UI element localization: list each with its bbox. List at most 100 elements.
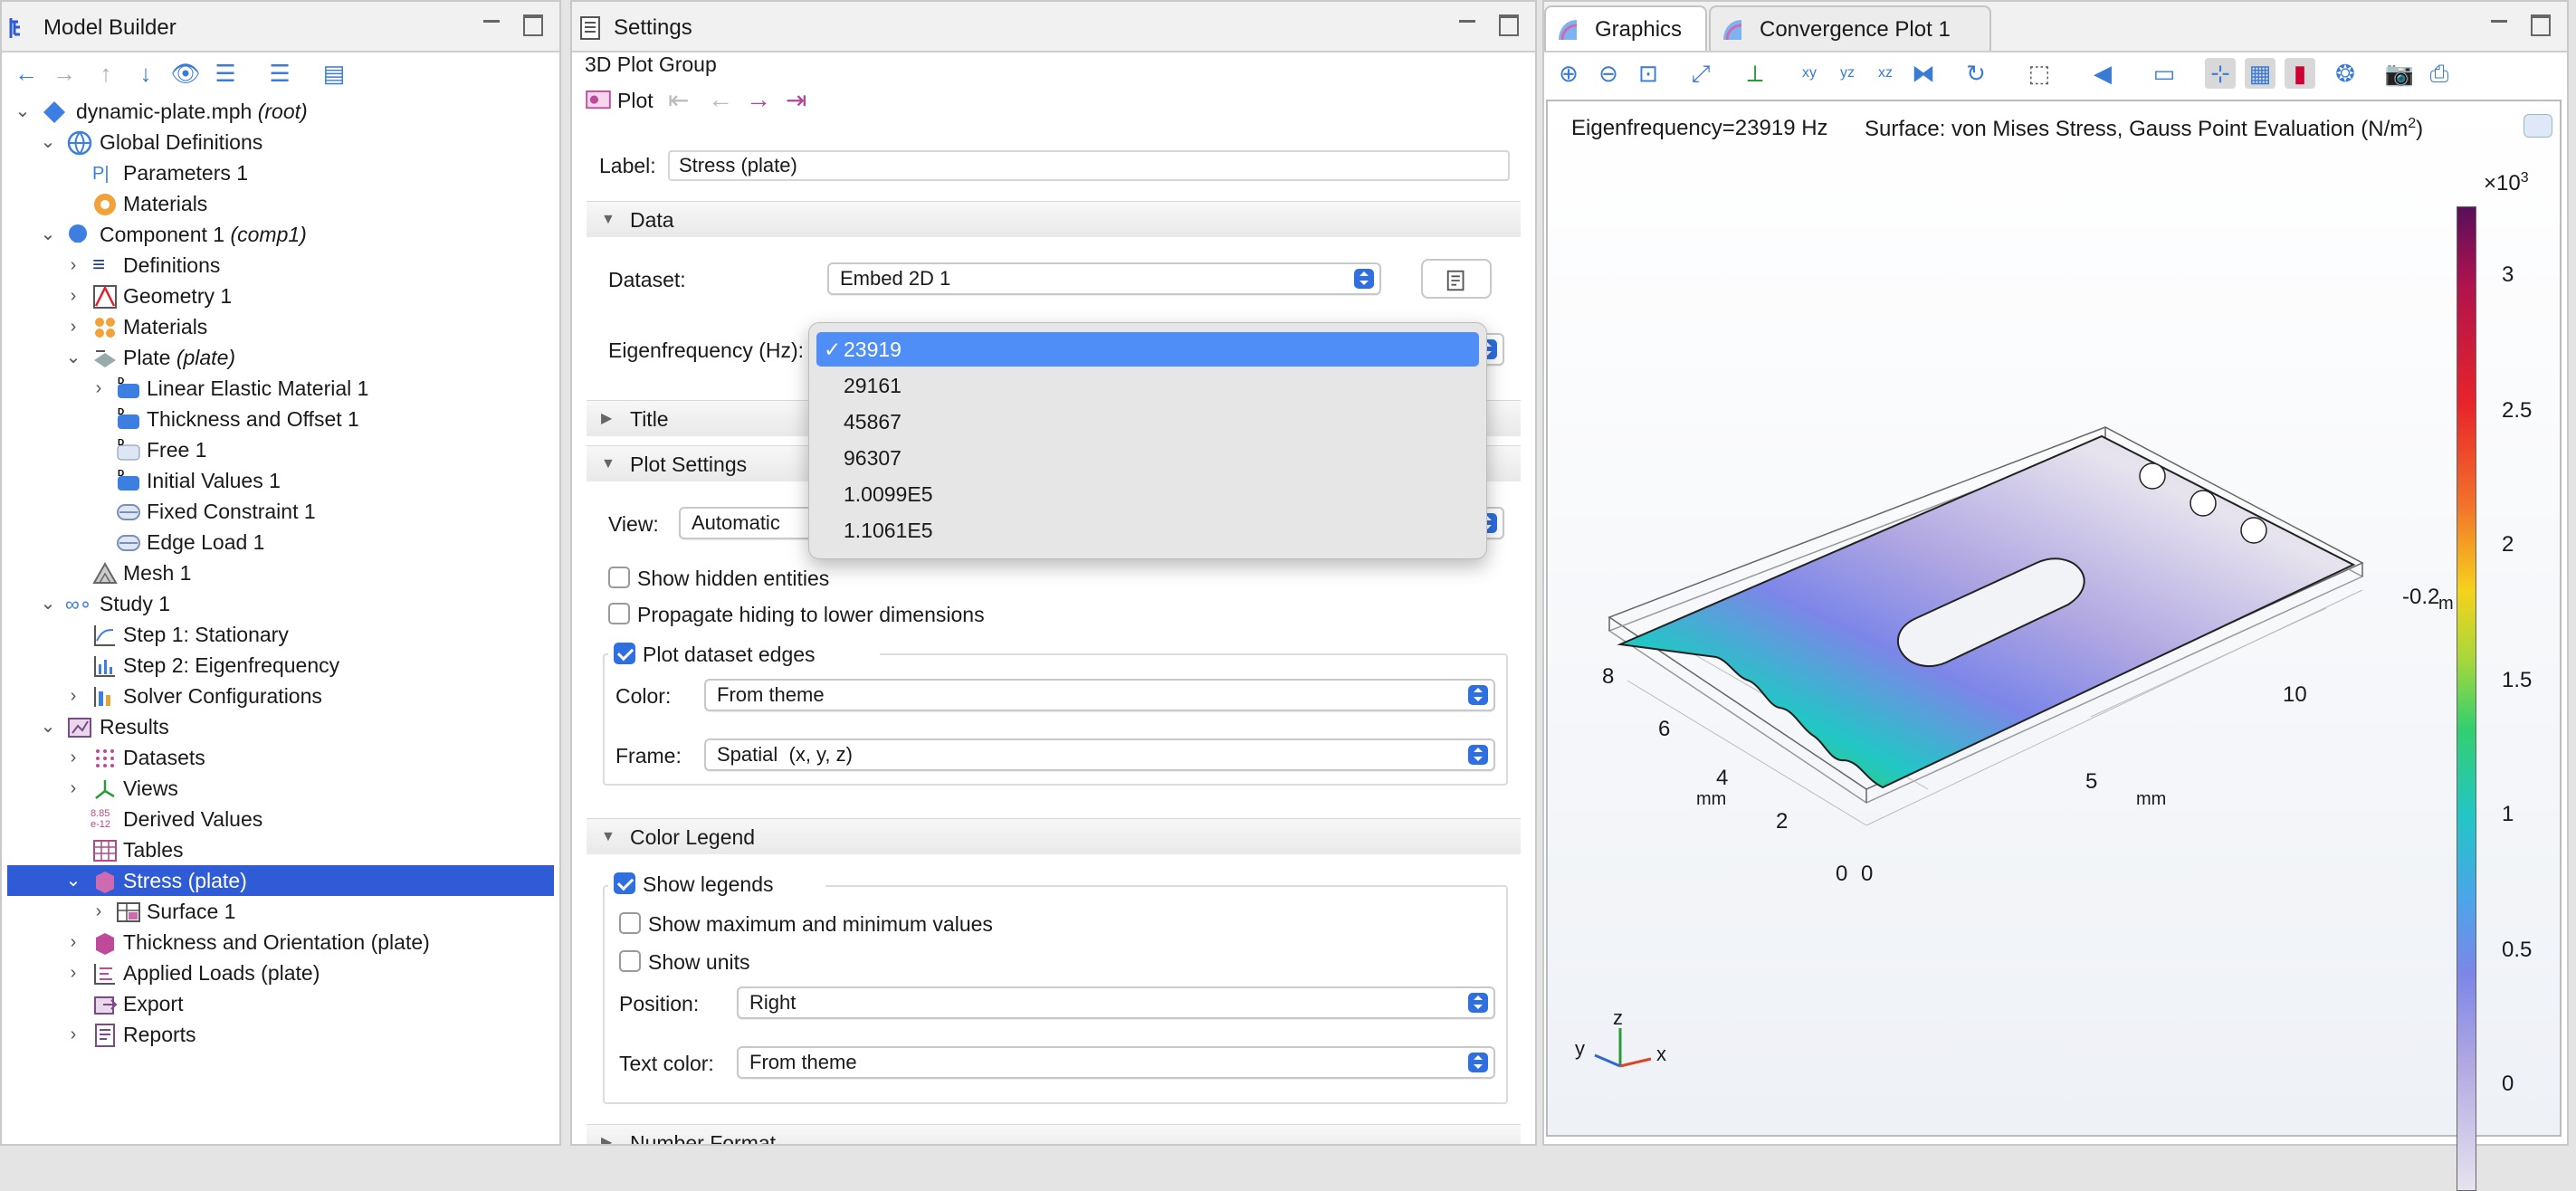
chevron-down-icon[interactable]: ⌄ bbox=[40, 717, 56, 737]
chevron-down-icon[interactable]: ⌄ bbox=[65, 348, 81, 367]
previous-icon[interactable]: ← bbox=[708, 85, 733, 113]
chevron-right-icon[interactable]: › bbox=[70, 963, 77, 983]
chevron-right-icon[interactable]: › bbox=[70, 317, 77, 337]
tree-item-parameters[interactable]: P| Parameters 1 bbox=[7, 157, 554, 188]
color-select[interactable]: From theme bbox=[704, 679, 1495, 711]
tree-item-initial-values[interactable]: D Initial Values 1 bbox=[7, 465, 554, 496]
back-arrow-icon[interactable]: ← bbox=[14, 60, 38, 87]
dataset-goto-button[interactable] bbox=[1421, 259, 1492, 299]
tree-item-views[interactable]: › Views bbox=[7, 773, 554, 804]
xy-view-icon[interactable]: xy bbox=[1802, 65, 1817, 81]
tree-item-thickness-orientation[interactable]: › Thickness and Orientation (plate) bbox=[7, 927, 554, 958]
tree-item-materials-global[interactable]: Materials bbox=[7, 188, 554, 219]
propagate-hiding-checkbox[interactable] bbox=[608, 603, 630, 624]
move-down-icon[interactable]: ↓ bbox=[139, 60, 152, 87]
position-select[interactable]: Right bbox=[737, 986, 1495, 1019]
tree-item-edge-load[interactable]: Edge Load 1 bbox=[7, 527, 554, 557]
chevron-right-icon[interactable]: › bbox=[70, 748, 77, 767]
tree-item-geometry[interactable]: › Geometry 1 bbox=[7, 281, 554, 311]
maximize-button[interactable] bbox=[2527, 13, 2552, 36]
print-icon[interactable]: ⎙ bbox=[2429, 60, 2449, 87]
chevron-right-icon[interactable]: › bbox=[70, 255, 77, 275]
tab-settings[interactable]: Settings bbox=[572, 5, 717, 51]
show-icon[interactable]: 👁 bbox=[170, 60, 201, 87]
chevron-right-icon[interactable]: › bbox=[95, 378, 102, 398]
chevron-right-icon[interactable]: › bbox=[70, 286, 77, 306]
tree-item-free[interactable]: D Free 1 bbox=[7, 434, 554, 465]
axis-orientation-icon[interactable]: ⟂ bbox=[1747, 60, 1763, 87]
minimize-button[interactable] bbox=[1455, 13, 1481, 34]
show-units-checkbox[interactable] bbox=[619, 950, 641, 972]
chevron-right-icon[interactable]: › bbox=[70, 932, 77, 952]
next-icon[interactable]: → bbox=[746, 85, 771, 113]
minimize-button[interactable] bbox=[2487, 13, 2513, 34]
text-color-select[interactable]: From theme bbox=[737, 1046, 1495, 1079]
expand-icon[interactable]: ☰ bbox=[215, 60, 236, 87]
tree-item-results[interactable]: ⌄ Results bbox=[7, 711, 554, 742]
tree-item-plate[interactable]: ⌄ Plate (plate) bbox=[7, 342, 554, 373]
chevron-down-icon[interactable]: ⌄ bbox=[40, 224, 56, 244]
zoom-out-icon[interactable]: ⊖ bbox=[1598, 60, 1618, 87]
tree-item-materials[interactable]: › Materials bbox=[7, 311, 554, 342]
section-data[interactable]: ▼ Data bbox=[587, 201, 1521, 237]
tree-item-definitions[interactable]: › ≡ Definitions bbox=[7, 250, 554, 281]
tree-item-mesh[interactable]: Mesh 1 bbox=[7, 557, 554, 588]
maximize-button[interactable] bbox=[1495, 13, 1521, 36]
chevron-down-icon[interactable]: ⌄ bbox=[65, 871, 81, 891]
graphics-canvas[interactable]: Eigenfrequency=23919 Hz Surface: von Mis… bbox=[1546, 100, 2562, 1191]
xz-view-icon[interactable]: xz bbox=[1878, 65, 1893, 81]
tree-item-derived-values[interactable]: 8.85 e-12 Derived Values bbox=[7, 804, 554, 834]
eigenfrequency-option[interactable]: 45867 bbox=[816, 405, 1479, 439]
tree-item-global-definitions[interactable]: ⌄ Global Definitions bbox=[7, 127, 554, 157]
tab-model-builder[interactable]: Model Builder bbox=[2, 5, 183, 51]
tree-item-solver-configurations[interactable]: › Solver Configurations bbox=[7, 681, 554, 711]
last-icon[interactable]: ⇥ bbox=[786, 86, 807, 114]
chevron-down-icon[interactable]: ⌄ bbox=[40, 594, 56, 614]
section-number-format[interactable]: ▶ Number Format bbox=[587, 1124, 1521, 1144]
show-maxmin-checkbox[interactable] bbox=[619, 912, 641, 934]
show-axis-icon[interactable]: ⊹ bbox=[2205, 58, 2236, 89]
chevron-right-icon[interactable]: › bbox=[70, 778, 77, 798]
rotate-icon[interactable]: ↻ bbox=[1966, 60, 1986, 87]
first-icon[interactable]: ⇤ bbox=[668, 86, 690, 114]
tree-item-thickness-offset[interactable]: D Thickness and Offset 1 bbox=[7, 404, 554, 434]
tree-item-component[interactable]: ⌄ Component 1 (comp1) bbox=[7, 219, 554, 250]
show-legend-icon[interactable]: ▮ bbox=[2285, 58, 2315, 89]
appearance-icon[interactable] bbox=[2524, 114, 2552, 138]
show-legends-checkbox[interactable] bbox=[614, 872, 635, 894]
tree-item-step-eigenfrequency[interactable]: Step 2: Eigenfrequency bbox=[7, 650, 554, 681]
tree-item-stress-plate[interactable]: ⌄ Stress (plate) bbox=[7, 865, 554, 896]
minimize-button[interactable] bbox=[480, 13, 505, 34]
yz-view-icon[interactable]: yz bbox=[1840, 65, 1855, 81]
chevron-right-icon[interactable]: › bbox=[95, 901, 102, 921]
forward-arrow-icon[interactable]: → bbox=[52, 60, 76, 87]
plot-button[interactable]: Plot bbox=[581, 83, 681, 116]
show-grid-icon[interactable]: ▦ bbox=[2245, 58, 2275, 89]
zoom-box-icon[interactable]: ⊡ bbox=[1638, 60, 1658, 87]
tree-item-applied-loads[interactable]: › Applied Loads (plate) bbox=[7, 958, 554, 988]
tree-item-tables[interactable]: Tables bbox=[7, 834, 554, 865]
frame-select[interactable]: Spatial (x, y, z) bbox=[704, 738, 1495, 771]
tree-item-export[interactable]: Export bbox=[7, 988, 554, 1019]
tree-item-datasets[interactable]: › Datasets bbox=[7, 742, 554, 773]
scene-light-icon[interactable]: ◀ bbox=[2094, 60, 2112, 87]
tree-item-surface[interactable]: › Surface 1 bbox=[7, 896, 554, 927]
tree-item-root[interactable]: ⌄ dynamic-plate.mph (root) bbox=[7, 96, 554, 127]
go-to-view-icon[interactable]: ⧓ bbox=[1912, 60, 1935, 87]
refresh-icon[interactable]: ❂ bbox=[2335, 60, 2355, 87]
zoom-in-icon[interactable]: ⊕ bbox=[1559, 60, 1579, 87]
chevron-down-icon[interactable]: ⌄ bbox=[40, 132, 56, 152]
eigenfrequency-option[interactable]: 1.0099E5 bbox=[816, 477, 1479, 511]
chevron-down-icon[interactable]: ⌄ bbox=[14, 101, 31, 121]
eigenfrequency-option[interactable]: 29161 bbox=[816, 368, 1479, 403]
tree-item-fixed-constraint[interactable]: Fixed Constraint 1 bbox=[7, 496, 554, 527]
maximize-button[interactable] bbox=[520, 13, 545, 36]
label-input[interactable]: Stress (plate) bbox=[668, 150, 1510, 181]
collapse-icon[interactable]: ☰ bbox=[269, 60, 291, 87]
zoom-extents-icon[interactable]: ⤢ bbox=[1691, 60, 1711, 87]
tab-graphics[interactable]: Graphics bbox=[1544, 5, 1707, 51]
chevron-right-icon[interactable]: › bbox=[70, 1024, 77, 1044]
tree-item-reports[interactable]: › Reports bbox=[7, 1019, 554, 1050]
select-mode-icon[interactable]: ⬚ bbox=[2027, 60, 2051, 87]
list-icon[interactable]: ▤ bbox=[322, 60, 346, 87]
